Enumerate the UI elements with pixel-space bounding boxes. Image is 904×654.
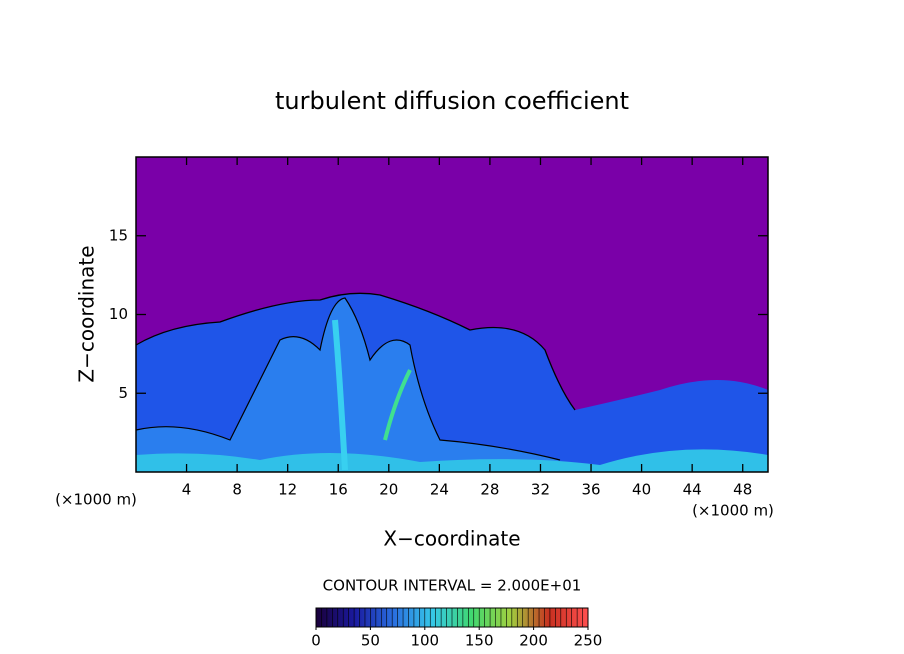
colorbar-tick-label: 50 (361, 632, 380, 650)
x-axis-label: X−coordinate (383, 527, 520, 551)
x-tick-label: 44 (683, 481, 702, 499)
x-tick-label: 40 (632, 481, 651, 499)
plume-streak (332, 319, 348, 471)
contour-line (135, 297, 561, 461)
colorbar-tick-label: 150 (465, 632, 494, 650)
field-structures (135, 292, 768, 472)
colorbar-tick-label: 100 (410, 632, 439, 650)
colorbar-tick-label: 200 (519, 632, 548, 650)
x-tick-label: 48 (733, 481, 752, 499)
x-unit-label: (×1000 m) (55, 491, 137, 509)
x-tick-label: 28 (480, 481, 499, 499)
colorbar-tick-label: 250 (574, 632, 603, 650)
x-tick-label: 12 (278, 481, 297, 499)
plume-streak (383, 369, 412, 441)
x-tick-label: 20 (379, 481, 398, 499)
contour-interval: CONTOUR INTERVAL = 2.000E+01 (323, 577, 582, 595)
surface-layer (136, 449, 768, 472)
colorbar-tick-label: 0 (311, 632, 321, 650)
y-tick-label: 5 (118, 384, 128, 402)
x-tick-label: 8 (232, 481, 242, 499)
contour-line (135, 292, 576, 411)
x-tick-label: 24 (430, 481, 449, 499)
turbulent-core (136, 298, 560, 472)
x-tick-label: 32 (531, 481, 550, 499)
y-tick-label: 10 (109, 305, 128, 323)
x-tick-label: 16 (329, 481, 348, 499)
x-tick-label: 4 (182, 481, 192, 499)
y-axis-label: Z−coordinate (75, 245, 99, 382)
x-tick-label: 36 (581, 481, 600, 499)
x-unit-label: (×1000 m) (692, 502, 774, 520)
y-tick-label: 15 (109, 226, 128, 244)
chart-title: turbulent diffusion coefficient (275, 87, 629, 115)
